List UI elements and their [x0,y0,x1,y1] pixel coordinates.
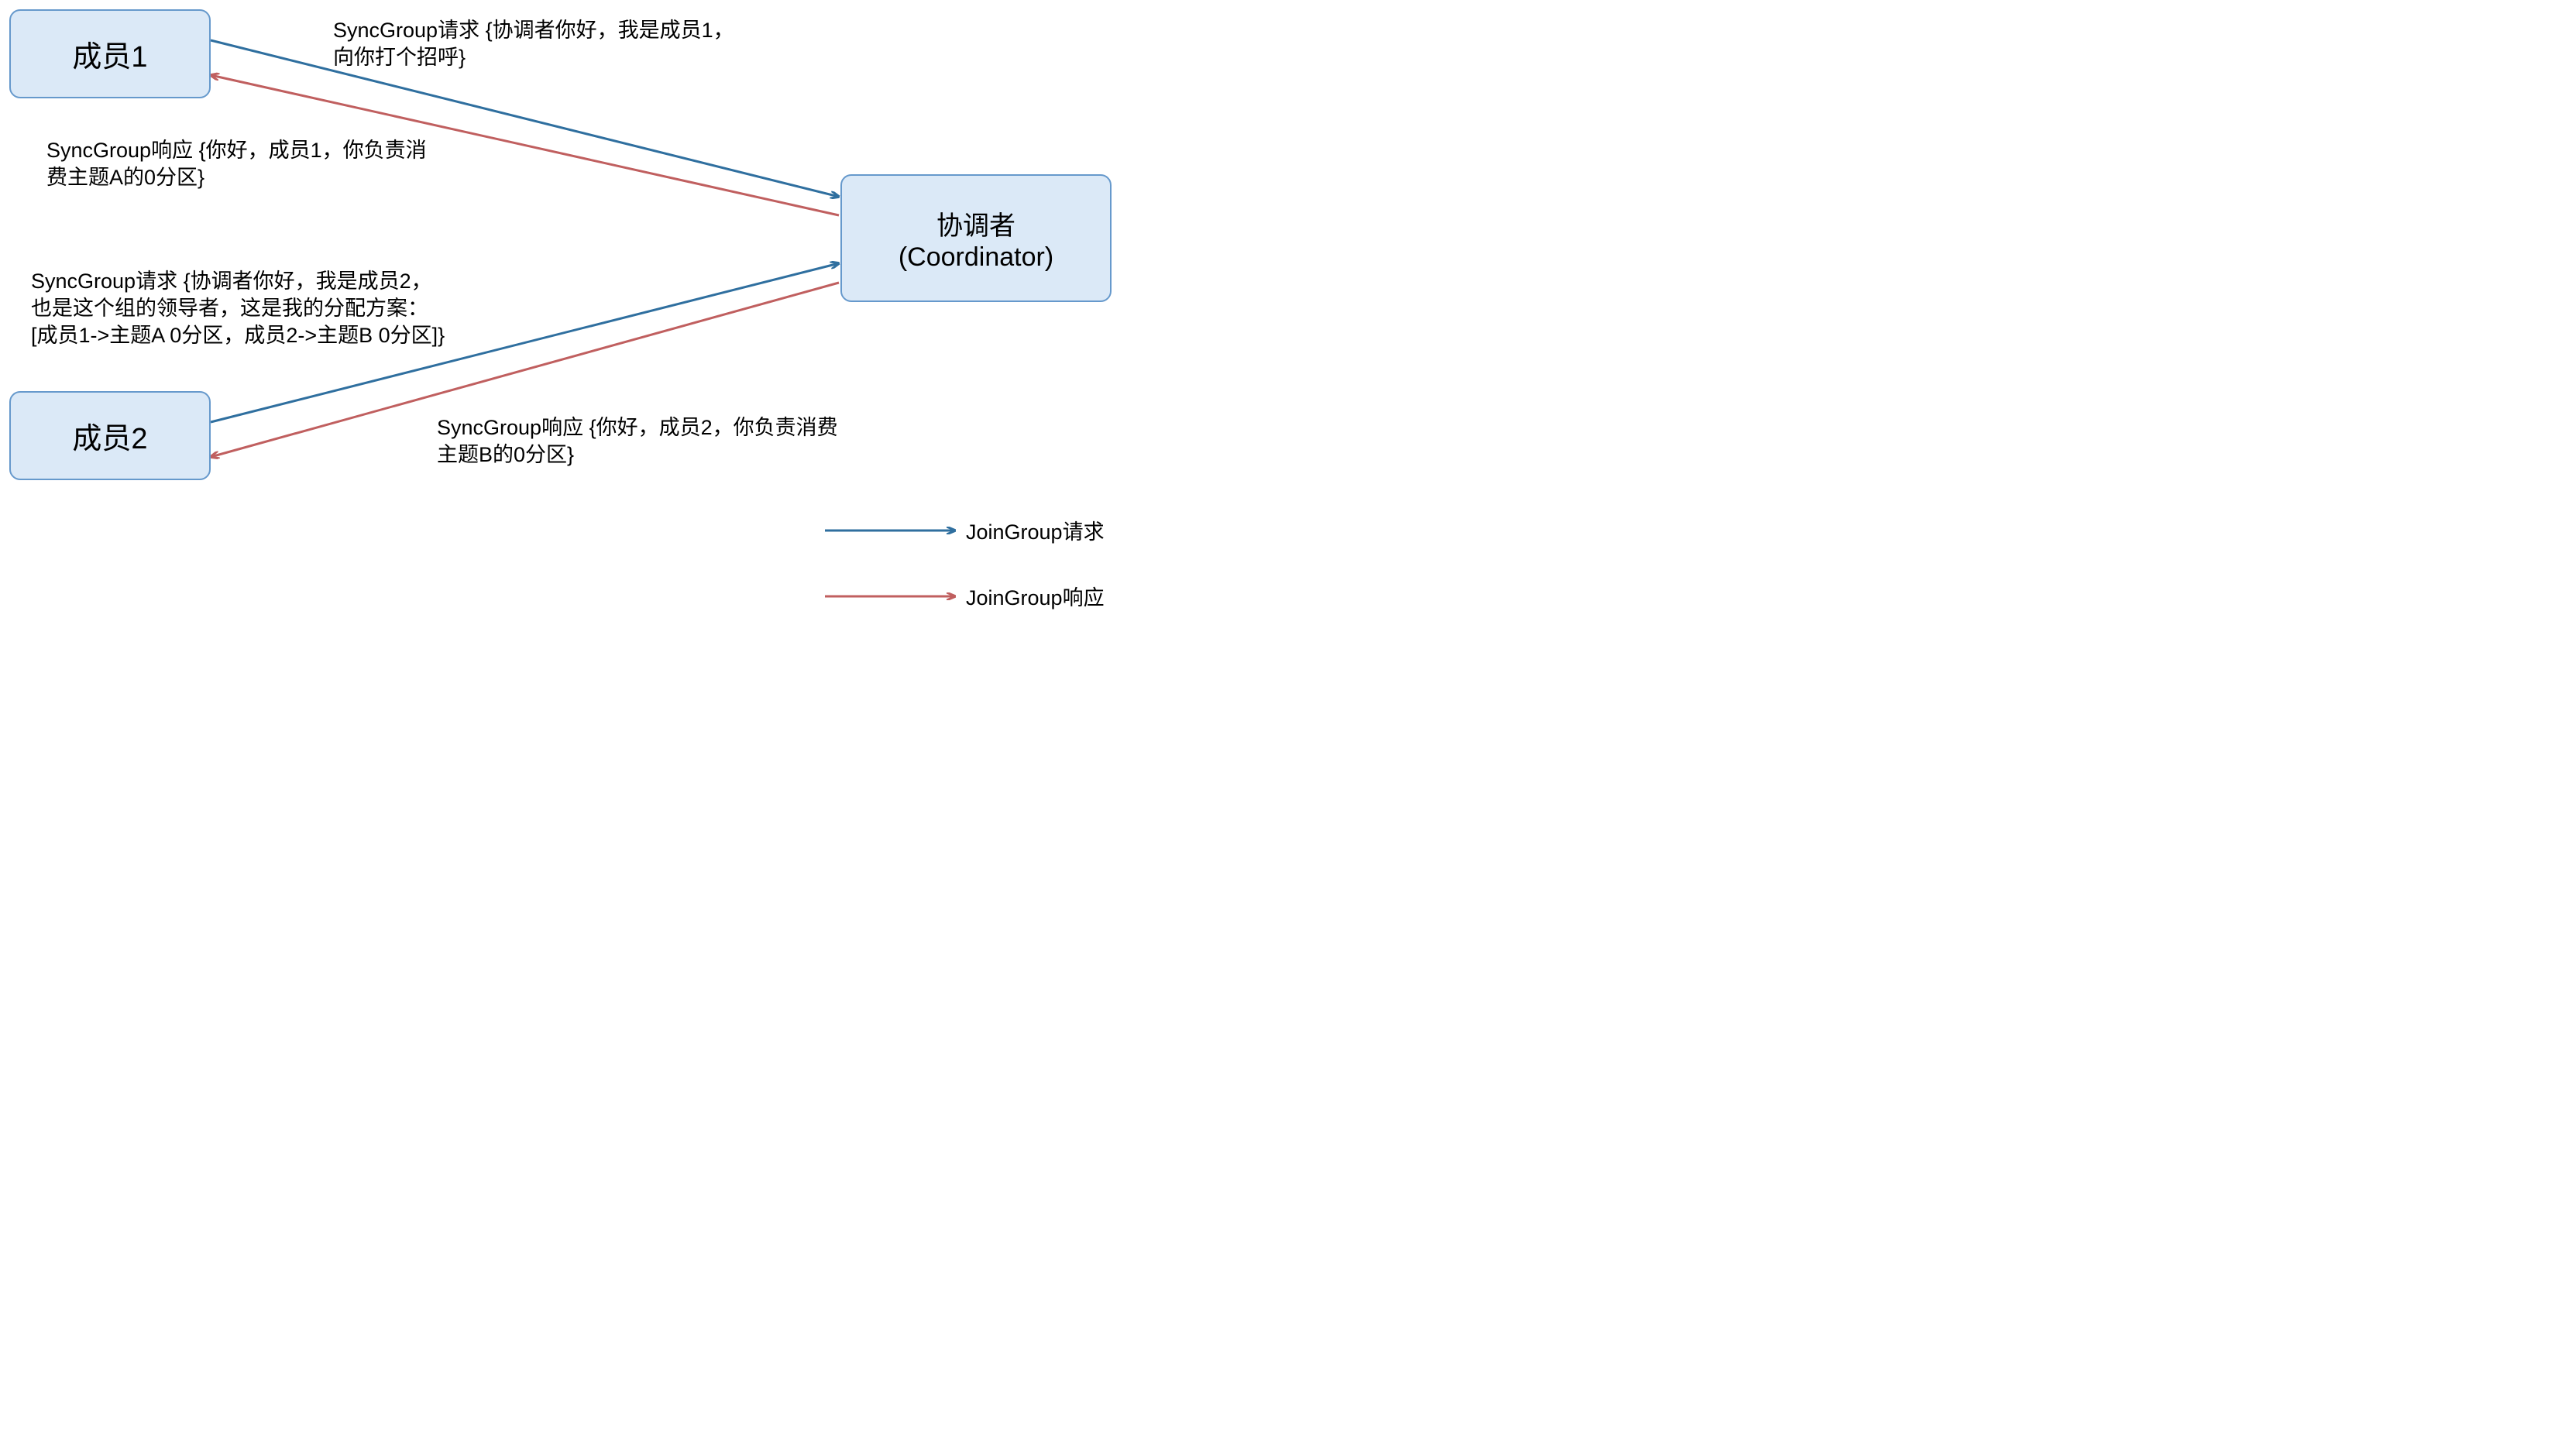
legend-response: JoinGroup响应 [825,581,1105,611]
legend-response-text: JoinGroup响应 [966,581,1105,611]
legend-response-arrow-icon [825,589,957,604]
node-member1-label: 成员1 [72,33,147,75]
node-member1: 成员1 [9,9,211,98]
node-coordinator-label: 协调者 (Coordinator) [899,204,1053,273]
legend-request: JoinGroup请求 [825,515,1105,545]
node-coordinator: 协调者 (Coordinator) [840,174,1112,302]
diagram-canvas: 成员1 成员2 协调者 (Coordinator) SyncGroup请求 {协… [0,0,1162,697]
legend-request-arrow-icon [825,523,957,538]
label-m1-response: SyncGroup响应 {你好，成员1，你负责消费主题A的0分区} [46,137,434,191]
node-member2-label: 成员2 [72,414,147,457]
label-m2-request: SyncGroup请求 {协调者你好，我是成员2，也是这个组的领导者，这是我的分… [31,268,449,349]
legend-request-text: JoinGroup请求 [966,515,1105,545]
label-m2-response: SyncGroup响应 {你好，成员2，你负责消费主题B的0分区} [437,414,855,469]
label-m1-request: SyncGroup请求 {协调者你好，我是成员1，向你打个招呼} [333,17,736,71]
node-member2: 成员2 [9,391,211,480]
